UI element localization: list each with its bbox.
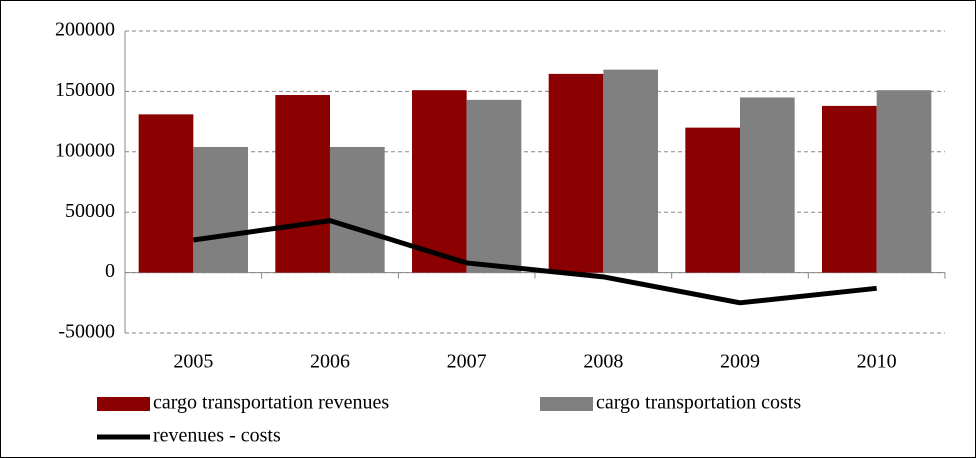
bar (740, 97, 795, 273)
y-tick-label: 50000 (65, 200, 115, 222)
bar (412, 90, 467, 273)
legend-swatch (540, 397, 593, 411)
x-tick-label: 2005 (173, 351, 213, 373)
bar (193, 146, 248, 273)
x-tick-label: 2008 (583, 351, 623, 373)
y-tick-label: 0 (105, 260, 115, 282)
bar (822, 105, 877, 273)
legend-label: cargo transportation costs (596, 392, 801, 414)
bar (548, 73, 604, 273)
bar (330, 146, 385, 273)
legend-label: cargo transportation revenues (153, 392, 389, 414)
bar (685, 127, 740, 273)
bar (138, 114, 194, 273)
x-tick-label: 2006 (310, 351, 350, 373)
legend-label: revenues - costs (153, 425, 281, 447)
x-tick-label: 2009 (720, 351, 760, 373)
y-tick-label: 150000 (55, 79, 115, 101)
legend-swatch (97, 397, 150, 411)
y-tick-label: 100000 (55, 139, 115, 161)
line (192, 218, 877, 306)
y-tick-label: -50000 (58, 321, 115, 343)
bar (275, 95, 330, 273)
bar (466, 99, 522, 273)
y-tick-label: 200000 (55, 19, 115, 41)
bar (876, 90, 932, 273)
x-tick-label: 2007 (447, 351, 487, 373)
x-tick-label: 2010 (857, 351, 897, 373)
bar (603, 69, 658, 273)
